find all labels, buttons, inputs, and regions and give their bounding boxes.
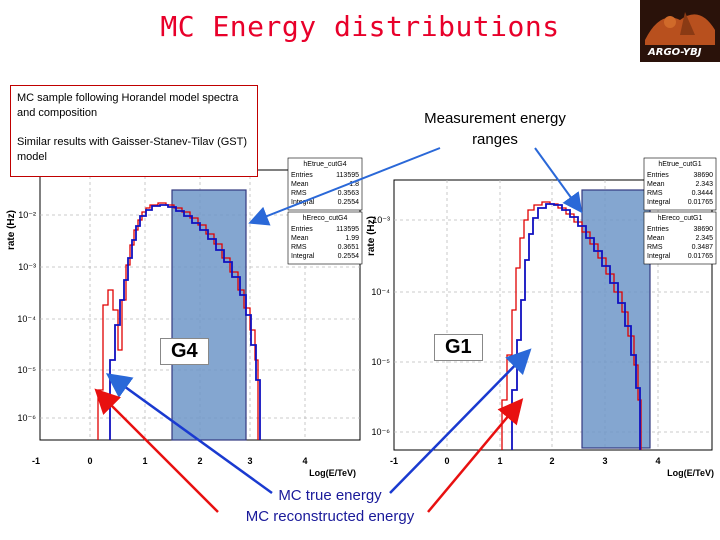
stats-value: 1.99	[345, 235, 359, 242]
stats-value: 2.343	[695, 181, 713, 188]
stats-title: hEtrue_cutG1	[658, 161, 701, 168]
left-reco-histogram	[109, 204, 261, 440]
right-xtick: 1	[497, 456, 502, 466]
arrow-red-icon	[427, 398, 524, 513]
stats-key: Entries	[291, 172, 313, 179]
stats-value: 0.01765	[688, 253, 713, 260]
stats-key: Mean	[291, 181, 309, 188]
legend-true-label: MC true energy	[278, 487, 382, 504]
right-xtick: 0	[444, 456, 449, 466]
left-xtick: -1	[32, 456, 40, 466]
right-ytick: 10⁻⁵	[372, 357, 391, 367]
stats-value: 0.2554	[338, 199, 360, 206]
stats-key: Mean	[291, 235, 309, 242]
stats-key: RMS	[291, 244, 307, 251]
right-ytick: 10⁻⁶	[372, 427, 391, 437]
stats-value: 0.3563	[338, 190, 360, 197]
right-ytick: 10⁻⁴	[371, 287, 390, 297]
left-xtick: 2	[197, 456, 202, 466]
left-ytick: 10⁻⁵	[18, 365, 37, 375]
logo-text: ARGO-YBJ	[648, 47, 702, 58]
stats-value: 0.3487	[692, 244, 714, 251]
stats-value: 113595	[336, 226, 359, 233]
left-energy-plot: rate (Hz) 10⁻² 10⁻³ 10⁻⁴ 10⁻⁵ 10⁻⁶ -1 0 …	[6, 157, 363, 478]
right-energy-plot: rate (Hz) 10⁻³ 10⁻⁴ 10⁻⁵ 10⁻⁶ -1 0 1 2 3…	[366, 157, 717, 478]
right-stats-true: hEtrue_cutG1 Entries 38690 Mean 2.343 RM…	[643, 157, 717, 211]
right-xtick: 4	[655, 456, 660, 466]
stats-value: 0.2554	[338, 253, 360, 260]
left-true-histogram	[97, 202, 259, 440]
left-xtick: 4	[302, 456, 307, 466]
stats-key: RMS	[647, 244, 663, 251]
right-reco-histogram	[511, 203, 641, 450]
stats-value: 2.345	[695, 235, 713, 242]
left-xtick: 0	[87, 456, 92, 466]
left-ytick: 10⁻³	[18, 262, 36, 272]
stats-value: 0.01765	[688, 199, 713, 206]
measurement-label: Measurement energy ranges	[424, 110, 566, 148]
legend-reco-label: MC reconstructed energy	[245, 508, 415, 525]
logo-figure-icon	[640, 0, 720, 62]
stats-key: Integral	[291, 253, 315, 260]
mc-sample-note: MC sample following Horandel model spect…	[10, 85, 258, 177]
slide-title: MC Energy distributions	[160, 10, 560, 43]
left-measurement-band	[171, 189, 247, 441]
arrow-blue-icon	[389, 348, 532, 494]
left-ytick: 10⁻⁴	[17, 314, 36, 324]
stats-value: 1.8	[349, 181, 359, 188]
right-measurement-band	[581, 189, 651, 449]
info-line: MC sample following Horandel model spect…	[17, 92, 239, 119]
mc-legend: MC true energy MC reconstructed energy	[200, 485, 460, 527]
left-ylabel: rate (Hz)	[6, 210, 17, 250]
left-stats-true: hEtrue_cutG4 Entries 113595 Mean 1.8 RMS…	[287, 157, 363, 211]
stats-key: Mean	[647, 181, 665, 188]
stats-value: 113595	[336, 172, 359, 179]
stats-key: Entries	[647, 172, 669, 179]
stats-value: 0.3651	[338, 244, 360, 251]
stats-key: Integral	[647, 199, 671, 206]
stats-key: Mean	[647, 235, 665, 242]
left-stats-reco: hEreco_cutG4 Entries 113595 Mean 1.99 RM…	[287, 211, 363, 265]
arrow-red-icon	[94, 388, 219, 513]
right-xtick: -1	[390, 456, 398, 466]
stats-title: hEtrue_cutG4	[303, 161, 346, 168]
right-xtick: 2	[549, 456, 554, 466]
left-ytick: 10⁻²	[18, 210, 36, 220]
argo-logo: ARGO-YBJ	[640, 0, 720, 62]
right-xtick: 3	[602, 456, 607, 466]
stats-value: 0.3444	[692, 190, 714, 197]
left-xlabel: Log(E/TeV)	[309, 468, 356, 478]
right-ylabel: rate (Hz)	[366, 216, 377, 256]
stats-value: 38690	[694, 226, 714, 233]
right-ytick: 10⁻³	[372, 215, 390, 225]
right-xlabel: Log(E/TeV)	[667, 468, 714, 478]
stats-value: 38690	[694, 172, 714, 179]
right-stats-reco: hEreco_cutG1 Entries 38690 Mean 2.345 RM…	[643, 211, 717, 265]
stats-key: Entries	[647, 226, 669, 233]
stats-key: RMS	[647, 190, 663, 197]
stats-key: RMS	[291, 190, 307, 197]
arrow-blue-icon	[248, 147, 441, 226]
left-ytick: 10⁻⁶	[18, 413, 37, 423]
stats-title: hEreco_cutG1	[658, 215, 703, 222]
left-xtick: 1	[142, 456, 147, 466]
arrow-blue-icon	[105, 373, 273, 495]
panel-label-g1: G1	[434, 334, 483, 361]
stats-title: hEreco_cutG4	[303, 215, 348, 222]
panel-label-g4: G4	[160, 338, 209, 365]
arrow-blue-icon	[534, 147, 583, 214]
left-xtick: 3	[247, 456, 252, 466]
stats-key: Entries	[291, 226, 313, 233]
stats-key: Integral	[647, 253, 671, 260]
info-line: Similar results with Gaisser-Stanev-Tila…	[17, 136, 248, 163]
